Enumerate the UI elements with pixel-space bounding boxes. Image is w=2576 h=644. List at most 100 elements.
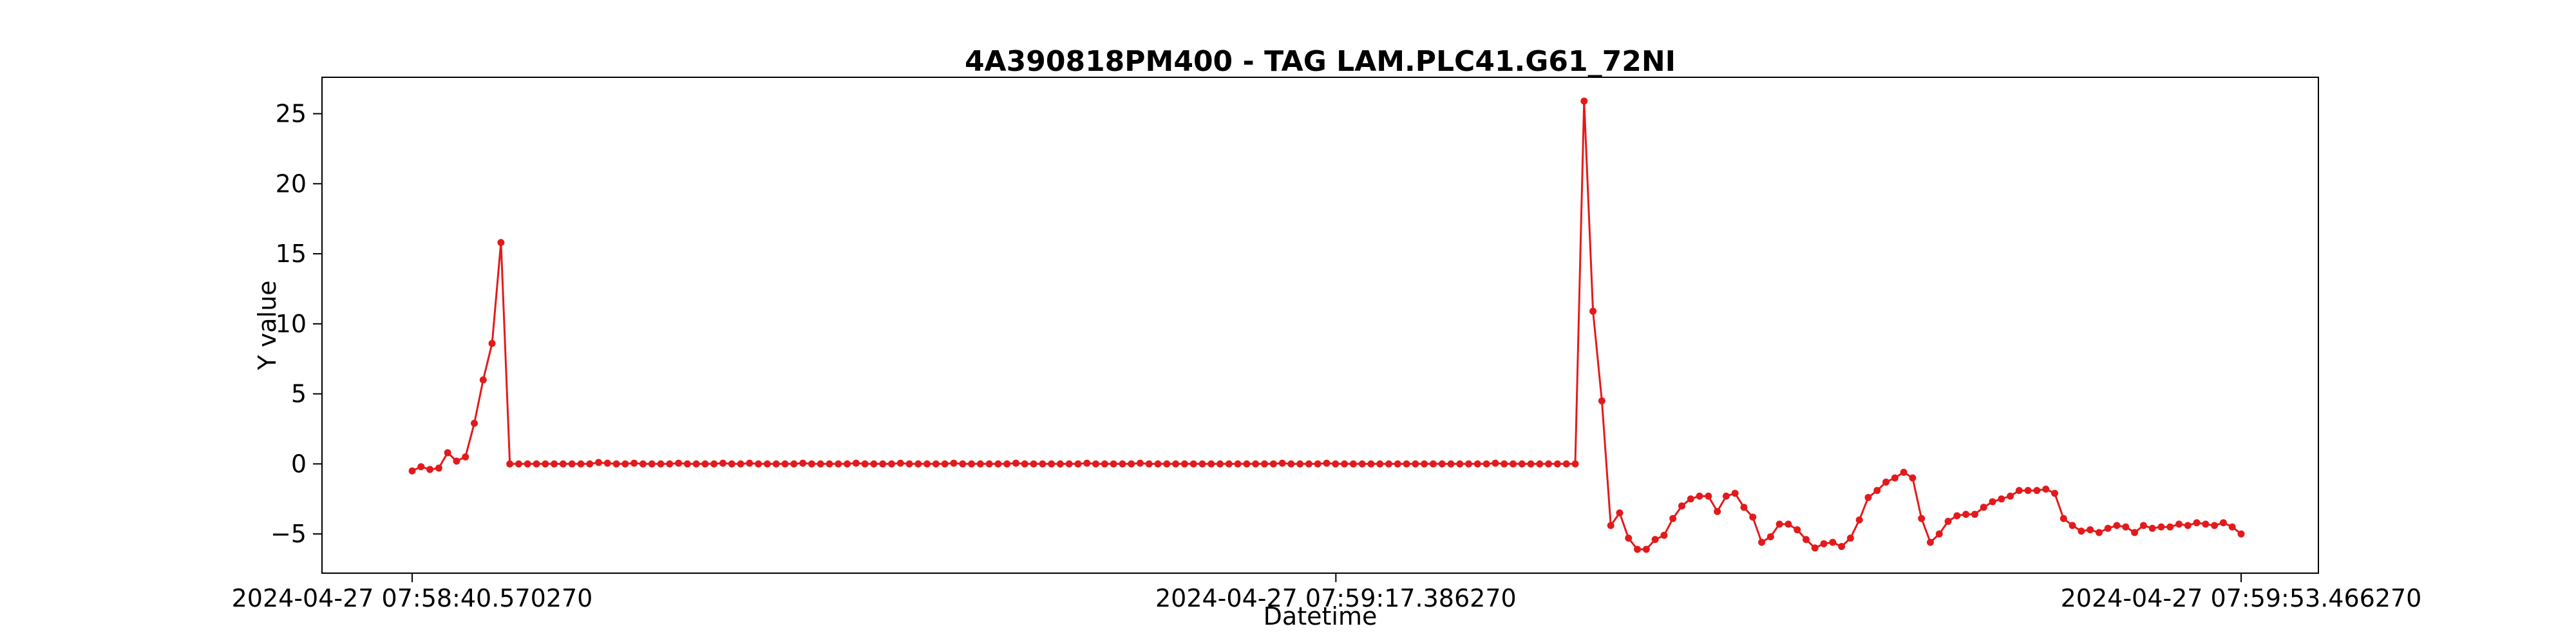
data-point xyxy=(2211,522,2219,529)
data-point xyxy=(914,460,922,468)
data-point xyxy=(1838,543,1846,551)
y-tick-label: 5 xyxy=(291,380,307,408)
x-tick-label: 2024-04-27 07:58:40.570270 xyxy=(232,584,593,612)
data-point xyxy=(417,463,425,471)
data-point xyxy=(1154,460,1162,468)
data-point xyxy=(1456,460,1464,468)
data-point xyxy=(1855,516,1863,524)
data-point xyxy=(923,460,931,468)
data-point xyxy=(524,460,531,468)
data-point xyxy=(515,460,522,468)
data-point xyxy=(1705,492,1712,500)
data-point xyxy=(1731,489,1739,497)
data-point xyxy=(1039,460,1046,468)
data-point xyxy=(648,460,656,468)
data-point xyxy=(1376,460,1384,468)
data-point xyxy=(1740,504,1748,511)
data-point xyxy=(1935,530,1943,538)
data-point xyxy=(2042,485,2050,493)
data-point xyxy=(1687,495,1694,503)
x-axis: 2024-04-27 07:58:40.570270 2024-04-27 07:… xyxy=(232,573,2421,612)
data-point xyxy=(1846,535,1854,542)
data-point xyxy=(1882,478,1890,486)
data-point xyxy=(1571,460,1579,468)
data-point xyxy=(2122,523,2130,531)
data-point xyxy=(1003,460,1011,468)
data-point xyxy=(1616,509,1624,516)
y-tick-label: 15 xyxy=(276,240,307,268)
data-point xyxy=(1651,536,1659,544)
data-point xyxy=(1909,474,1917,482)
data-point xyxy=(1447,460,1455,468)
data-point xyxy=(994,460,1002,468)
data-point xyxy=(1030,460,1037,468)
data-point xyxy=(435,464,442,472)
data-point xyxy=(603,459,611,467)
data-point xyxy=(568,460,576,468)
data-point xyxy=(737,460,744,468)
data-point xyxy=(444,449,451,457)
data-point xyxy=(728,460,735,468)
data-point xyxy=(621,460,629,468)
data-point xyxy=(968,460,976,468)
y-tick-label: 0 xyxy=(291,450,307,478)
data-point xyxy=(1873,487,1881,495)
data-point xyxy=(1234,460,1242,468)
data-point xyxy=(1776,520,1783,528)
data-point xyxy=(1208,460,1215,468)
data-point xyxy=(551,460,558,468)
data-point xyxy=(1749,513,1757,521)
data-point xyxy=(1189,460,1197,468)
data-point xyxy=(826,460,833,468)
data-point xyxy=(1473,460,1481,468)
data-point xyxy=(1163,460,1171,468)
data-point xyxy=(1136,459,1144,467)
data-point xyxy=(471,419,478,427)
data-point xyxy=(1012,459,1019,467)
data-point xyxy=(1172,460,1180,468)
x-axis-label: Datetime xyxy=(1264,602,1378,630)
data-point xyxy=(1465,460,1473,468)
data-point xyxy=(1625,535,1633,542)
data-point xyxy=(2184,522,2192,529)
y-axis: −5 0 5 10 15 20 25 xyxy=(270,100,322,548)
data-point xyxy=(1180,460,1188,468)
data-point xyxy=(1278,459,1286,467)
data-point xyxy=(1536,460,1544,468)
data-point xyxy=(1722,492,1730,500)
data-point xyxy=(861,460,869,468)
data-point xyxy=(1385,460,1393,468)
data-point xyxy=(2069,522,2076,529)
data-point xyxy=(2219,519,2227,527)
data-point xyxy=(1429,460,1437,468)
data-point xyxy=(1562,460,1570,468)
y-tick-label: −5 xyxy=(270,520,307,548)
data-point xyxy=(1287,460,1295,468)
data-point xyxy=(675,459,683,467)
data-point xyxy=(2060,515,2067,522)
data-point xyxy=(1545,460,1553,468)
data-point xyxy=(950,459,958,467)
y-axis-label: Y value xyxy=(253,280,281,370)
data-point xyxy=(1341,460,1349,468)
plot-area xyxy=(321,77,2319,574)
data-point xyxy=(1296,460,1304,468)
data-point xyxy=(2015,487,2023,495)
data-point xyxy=(488,339,496,347)
data-point xyxy=(755,460,762,468)
data-point xyxy=(1980,504,1987,511)
data-point xyxy=(1260,460,1268,468)
data-point xyxy=(1243,460,1251,468)
data-point xyxy=(1083,459,1091,467)
data-point xyxy=(1119,460,1126,468)
data-point xyxy=(2078,527,2085,535)
data-point xyxy=(2104,524,2112,532)
data-point xyxy=(479,376,487,384)
data-point xyxy=(932,460,940,468)
data-point xyxy=(2050,489,2058,497)
data-point xyxy=(1269,460,1277,468)
data-point xyxy=(781,460,789,468)
data-point xyxy=(657,460,665,468)
data-point xyxy=(1820,540,1828,547)
data-point xyxy=(1607,522,1615,529)
